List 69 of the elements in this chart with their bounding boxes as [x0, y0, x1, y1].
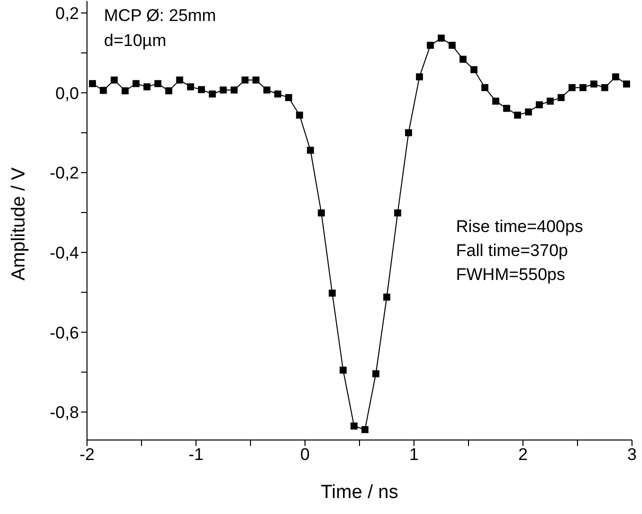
- point: [296, 112, 304, 119]
- point: [514, 112, 522, 119]
- point: [546, 98, 554, 105]
- point: [252, 76, 260, 84]
- point: [623, 80, 630, 88]
- point: [416, 73, 423, 80]
- point: [176, 76, 184, 84]
- point: [100, 86, 107, 94]
- point: [470, 66, 478, 74]
- point: [208, 90, 216, 98]
- point: [198, 86, 205, 94]
- x-tick-label: 1: [409, 445, 419, 464]
- point: [405, 129, 412, 136]
- point: [242, 76, 249, 84]
- y-tick-label: -0,4: [50, 243, 79, 262]
- point: [568, 84, 576, 92]
- point: [481, 84, 488, 92]
- point: [328, 290, 336, 297]
- y-tick-label: -0,2: [50, 164, 79, 183]
- point: [558, 94, 565, 102]
- point: [448, 42, 456, 49]
- point: [306, 146, 314, 154]
- point: [110, 76, 118, 84]
- y-axis-title: Amplitude / V: [8, 167, 30, 280]
- point: [601, 84, 608, 92]
- point: [394, 209, 402, 216]
- point: [503, 104, 510, 112]
- point: [350, 422, 358, 430]
- point: [88, 80, 96, 88]
- point: [154, 80, 162, 88]
- point: [165, 87, 172, 94]
- point: [492, 98, 500, 105]
- point: [612, 73, 620, 80]
- point: [132, 80, 140, 88]
- x-tick-label: 3: [627, 445, 637, 464]
- point: [122, 87, 129, 94]
- point: [274, 90, 282, 98]
- annotation: Fall time=370p: [456, 241, 568, 261]
- point: [263, 86, 270, 94]
- annotation: Rise time=400ps: [456, 217, 584, 237]
- point: [230, 86, 238, 94]
- annotation: MCP Ø: 25mm: [104, 6, 216, 26]
- y-tick-label: -0,6: [50, 323, 79, 342]
- y-tick-label: 0,0: [55, 84, 79, 103]
- annotation: d=10µm: [104, 31, 166, 51]
- point: [460, 56, 467, 63]
- point: [383, 294, 390, 301]
- annotation: FWHM=550ps: [456, 265, 566, 285]
- point: [426, 42, 434, 49]
- point: [579, 84, 586, 92]
- point: [285, 94, 292, 102]
- x-tick-label: 0: [300, 445, 310, 464]
- x-tick-label: 2: [518, 445, 528, 464]
- point: [361, 426, 368, 434]
- y-tick-label: 0,2: [55, 4, 79, 24]
- x-tick-label: -2: [79, 445, 95, 464]
- point: [220, 86, 227, 94]
- point: [536, 101, 543, 108]
- x-axis-title: Time / ns: [320, 482, 398, 503]
- point: [372, 370, 380, 378]
- point: [524, 108, 532, 116]
- point: [438, 34, 445, 42]
- point: [143, 83, 150, 90]
- point: [187, 83, 194, 90]
- y-tick-label: -0,8: [50, 403, 79, 422]
- x-tick-label: -1: [188, 445, 204, 464]
- point: [340, 366, 347, 374]
- point: [590, 80, 598, 88]
- point: [318, 209, 325, 216]
